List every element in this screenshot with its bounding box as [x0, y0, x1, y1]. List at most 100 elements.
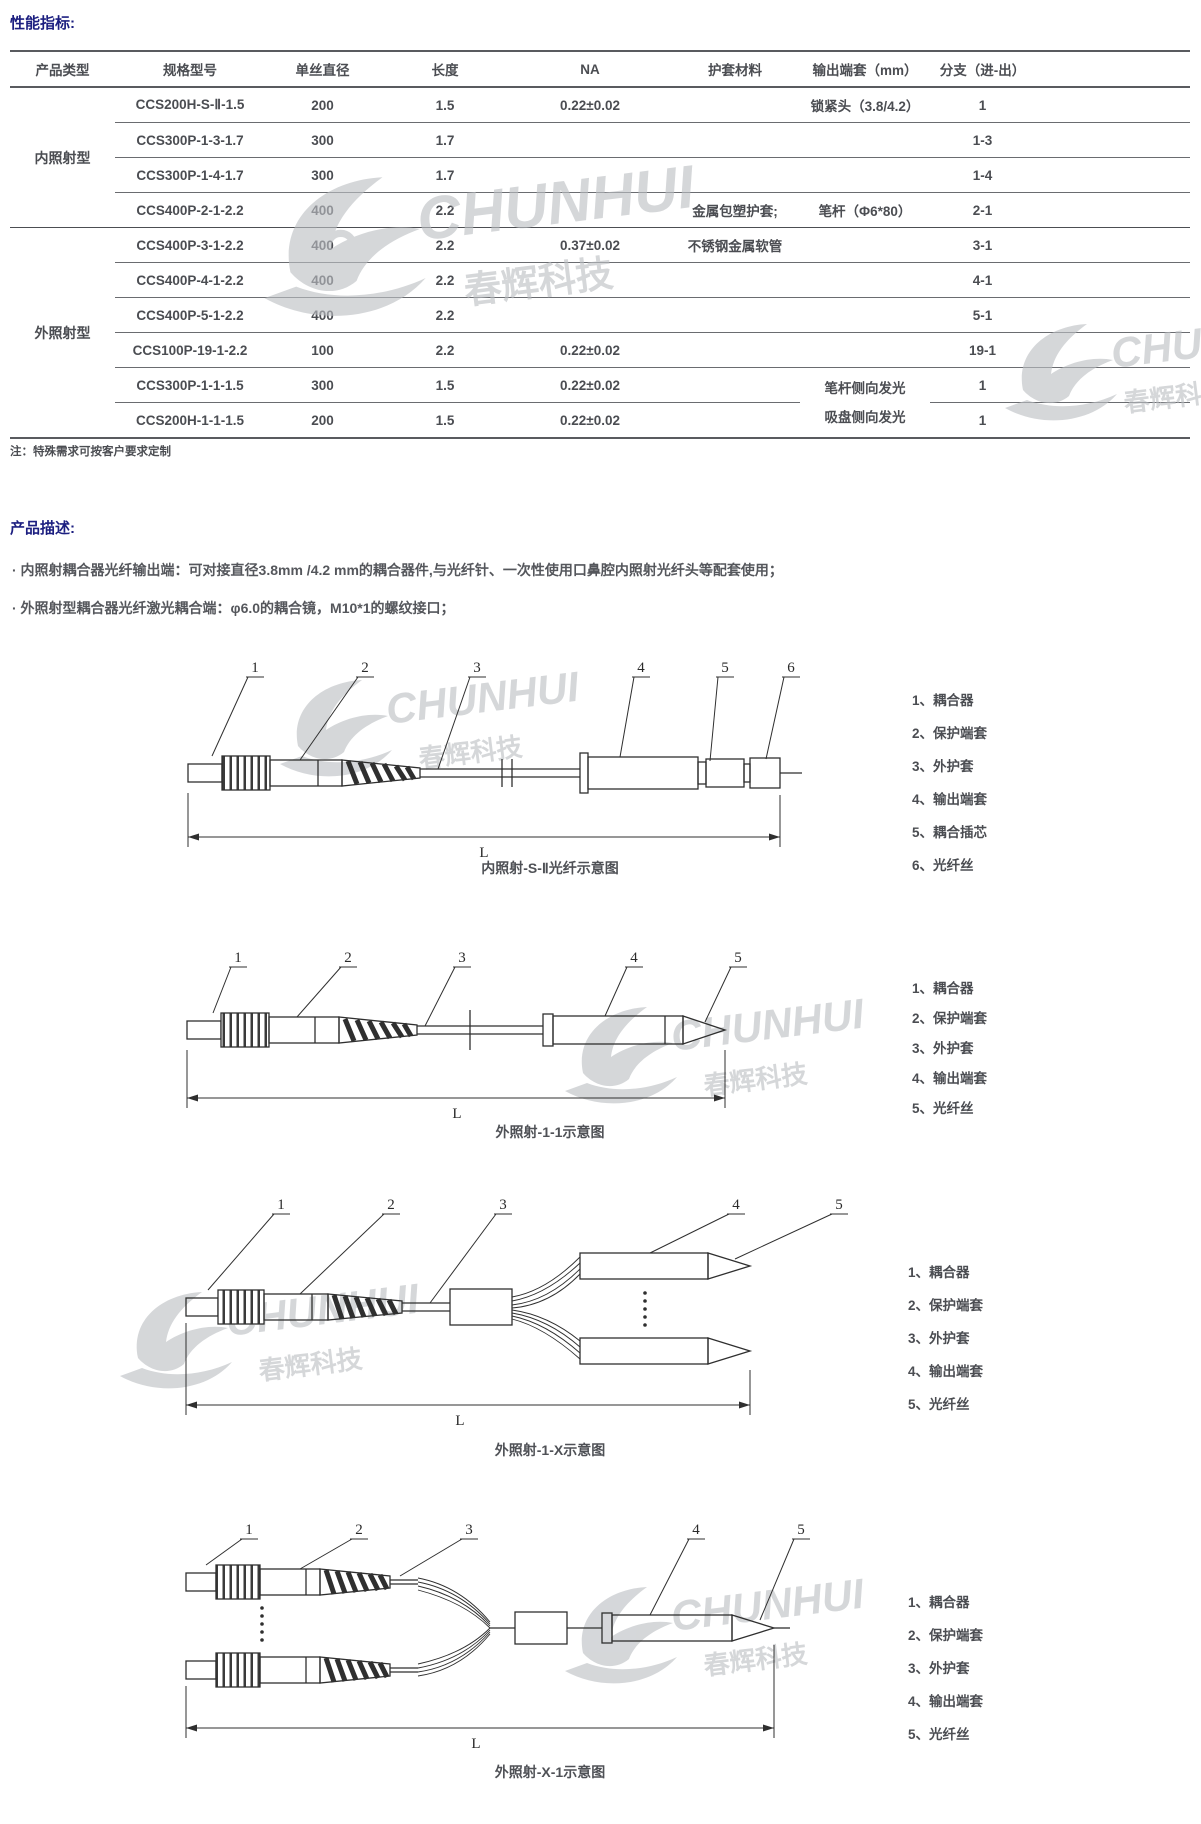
- coupler-body: [259, 1568, 321, 1596]
- part-label: 5: [797, 1522, 805, 1538]
- cell-length: 1.7: [380, 157, 510, 193]
- cell-sheath: 金属包塑护套;: [670, 192, 800, 228]
- coupling-ferrule: [705, 758, 745, 788]
- cell-output-merged: 笔杆侧向发光 吸盘侧向发光: [800, 367, 930, 438]
- part-label: 2: [355, 1522, 363, 1538]
- cell-length: 2.2: [380, 227, 510, 263]
- cell-na: [510, 262, 670, 298]
- legend-item: 5、光纤丝: [912, 1101, 974, 1116]
- protective-boot: [327, 1293, 403, 1321]
- cell-model: CCS400P-2-1-2.2: [115, 192, 265, 228]
- legend-item: 5、光纤丝: [908, 1397, 970, 1412]
- table-row: CCS100P-19-1-2.2 100 2.2 0.22±0.02 19-1: [10, 332, 1190, 368]
- cell-na: 0.22±0.02: [510, 402, 670, 438]
- part-label: 3: [458, 950, 466, 966]
- output-collar: [542, 1013, 554, 1047]
- diagram-internal-s2: 1 2 3 4 5 6 L: [187, 660, 802, 861]
- cell-spacer: [1035, 86, 1190, 123]
- cell-spacer: [1035, 332, 1190, 368]
- protective-boot: [341, 759, 421, 787]
- table-row: 内照射型 CCS200H-S-Ⅱ-1.5 200 1.5 0.22±0.02 锁…: [10, 86, 1190, 166]
- legend-item: 3、外护套: [908, 1661, 970, 1676]
- cell-model: CCS200H-1-1-1.5: [115, 402, 265, 438]
- part-label: 5: [835, 1197, 843, 1213]
- coupler-threaded-cap: [215, 1564, 261, 1600]
- part-label: 2: [361, 660, 369, 676]
- cell-sheath: [670, 402, 800, 438]
- protective-boot: [319, 1656, 391, 1684]
- cell-spacer: [1035, 367, 1190, 403]
- coupler-threaded-cap: [217, 1289, 265, 1325]
- cell-diameter: 100: [265, 332, 380, 368]
- table-row: CCS300P-1-1-1.5 300 1.5 0.22±0.02 笔杆侧向发光…: [10, 367, 1190, 438]
- coupler-body: [268, 1016, 340, 1044]
- cell-sheath: [670, 157, 800, 193]
- output-sleeve: [587, 756, 699, 790]
- col-header-model: 规格型号: [115, 51, 265, 88]
- legend-item: 1、耦合器: [908, 1595, 970, 1610]
- cell-diameter: 400: [265, 262, 380, 298]
- protective-boot: [319, 1568, 391, 1596]
- cell-spacer: [1035, 192, 1190, 228]
- cell-diameter: 300: [265, 157, 380, 193]
- cell-spacer: [1035, 157, 1190, 193]
- legend-item: 6、光纤丝: [912, 858, 974, 873]
- legend-item: 3、外护套: [912, 1041, 974, 1056]
- cell-sheath: [670, 367, 800, 403]
- cell-na: 0.22±0.02: [510, 86, 670, 123]
- legend-item: 1、耦合器: [908, 1265, 970, 1280]
- col-header-branch: 分支（进-出）: [930, 51, 1035, 88]
- description-title: 产品描述:: [10, 520, 75, 537]
- cell-model: CCS100P-19-1-2.2: [115, 332, 265, 368]
- part-label: 1: [251, 660, 259, 676]
- diagram3-legend: 1、耦合器 2、保护端套 3、外护套 4、输出端套 5、光纤丝: [908, 1256, 983, 1421]
- diagram2-caption: 外照射-1-1示意图: [495, 1124, 605, 1140]
- legend-item: 3、外护套: [912, 759, 974, 774]
- part-label: 4: [630, 950, 638, 966]
- cell-spacer: [1035, 227, 1190, 263]
- fiber-input-stub: [187, 763, 223, 783]
- legend-item: 4、输出端套: [908, 1364, 984, 1379]
- output-collar: [601, 1612, 613, 1644]
- coupler-threaded-cap: [220, 1012, 270, 1048]
- cell-output: [800, 262, 930, 298]
- output-flange: [579, 752, 589, 794]
- cell-length: 2.2: [380, 262, 510, 298]
- group-label-external: 外照射型: [10, 227, 115, 438]
- table-row: CCS400P-4-1-2.2 400 2.2 4-1: [10, 262, 1190, 298]
- col-header-sheath: 护套材料: [670, 51, 800, 88]
- cell-model: CCS400P-4-1-2.2: [115, 262, 265, 298]
- diagram1-caption: 内照射-S-Ⅱ光纤示意图: [481, 860, 619, 876]
- output-line1: 笔杆侧向发光: [824, 380, 906, 396]
- cell-sheath: [670, 262, 800, 298]
- cell-diameter: 400: [265, 297, 380, 333]
- legend-item: 4、输出端套: [908, 1694, 984, 1709]
- legend-item: 4、输出端套: [912, 1071, 988, 1086]
- cell-diameter: 200: [265, 86, 380, 123]
- cell-branch: 1-3: [930, 122, 1035, 158]
- output-sleeve: [611, 1614, 733, 1642]
- cell-model: CCS400P-3-1-2.2: [115, 227, 265, 263]
- output-pen-bottom: [579, 1337, 709, 1365]
- performance-title: 性能指标:: [10, 15, 75, 32]
- part-label: 1: [277, 1197, 285, 1213]
- legend-item: 1、耦合器: [912, 981, 974, 996]
- header-row: 产品类型 规格型号 单丝直径 长度 NA 护套材料 输出端套（mm） 分支（进-…: [10, 51, 1190, 88]
- diagram4-legend: 1、耦合器 2、保护端套 3、外护套 4、输出端套 5、光纤丝: [908, 1586, 983, 1751]
- fiber-input-stub: [185, 1297, 219, 1317]
- cell-na: [510, 297, 670, 333]
- protective-boot: [338, 1016, 418, 1044]
- part-label: 5: [721, 660, 729, 676]
- output-sleeve: [552, 1015, 684, 1045]
- ellipsis-dots: [643, 1291, 647, 1327]
- coupler-threaded-cap: [215, 1652, 261, 1688]
- diagram-external-X-1: 1 2 3 4 5 L: [185, 1522, 810, 1752]
- diagram-external-1-X: 1 2 3 4 5 L: [185, 1197, 848, 1429]
- description-bullet-2: · 外照射型耦合器光纤激光耦合端：φ6.0的耦合镜，M10*1的螺纹接口；: [12, 600, 455, 616]
- ellipsis-dots: [260, 1606, 264, 1642]
- cell-spacer: [1035, 262, 1190, 298]
- legend-item: 5、耦合插芯: [912, 825, 988, 840]
- cell-length: 2.2: [380, 332, 510, 368]
- col-header-output: 输出端套（mm）: [800, 51, 930, 88]
